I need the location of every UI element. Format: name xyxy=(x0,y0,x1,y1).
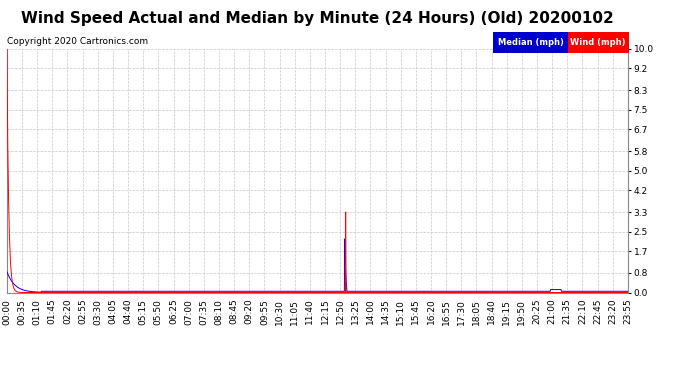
Text: Copyright 2020 Cartronics.com: Copyright 2020 Cartronics.com xyxy=(7,38,148,46)
Text: Median (mph): Median (mph) xyxy=(497,38,564,47)
Text: Wind (mph): Wind (mph) xyxy=(571,38,626,47)
Text: Wind Speed Actual and Median by Minute (24 Hours) (Old) 20200102: Wind Speed Actual and Median by Minute (… xyxy=(21,11,614,26)
